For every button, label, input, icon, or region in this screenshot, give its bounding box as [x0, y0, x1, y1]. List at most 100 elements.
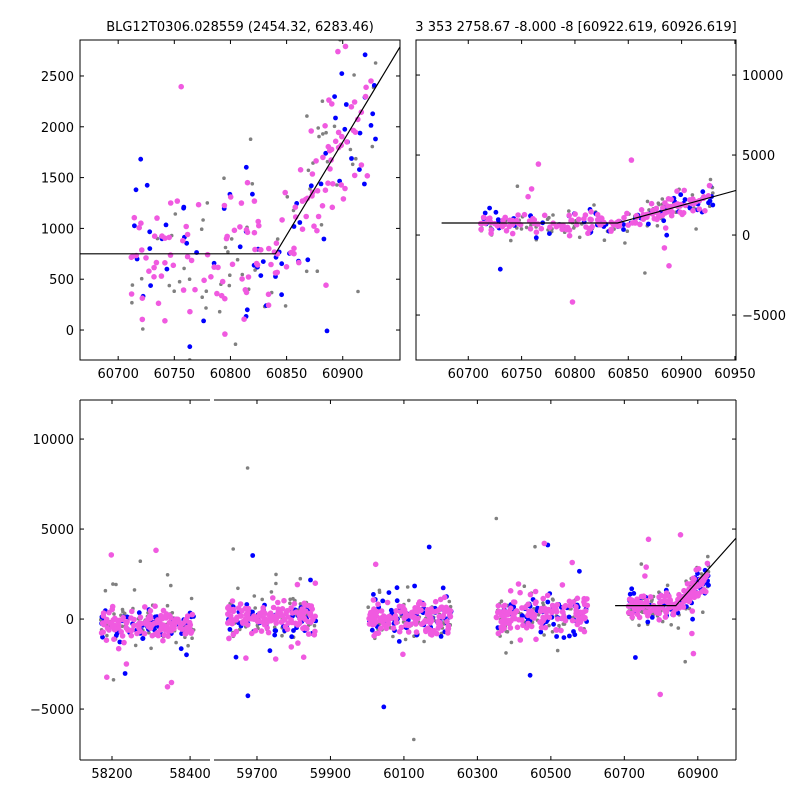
point-blue: [244, 307, 250, 313]
point-pink: [582, 608, 589, 614]
point-pink: [547, 224, 553, 230]
point-pink: [163, 611, 170, 617]
point-blue: [551, 621, 556, 627]
point-pink: [368, 615, 374, 622]
point-pink: [162, 318, 168, 324]
point-pink: [584, 602, 591, 609]
point-grey: [189, 596, 194, 601]
point-pink: [131, 214, 138, 221]
point-grey: [657, 202, 661, 207]
point-pink: [559, 609, 566, 615]
point-blue: [357, 130, 363, 136]
point-pink: [160, 637, 166, 644]
point-pink: [311, 223, 317, 229]
point-pink: [111, 636, 117, 642]
point-grey: [200, 295, 204, 300]
point-pink: [295, 640, 301, 646]
point-pink: [364, 173, 371, 179]
point-pink: [573, 603, 579, 610]
point-blue: [561, 635, 567, 640]
point-pink: [288, 605, 295, 611]
point-pink: [299, 226, 306, 232]
point-pink: [146, 268, 152, 275]
point-pink: [628, 157, 635, 163]
point-pink: [677, 532, 684, 538]
panel-bottom: 58200 58400 −5000 0 5000 10000 59700 59900 60100…: [30, 399, 737, 782]
point-grey: [283, 304, 288, 308]
point-pink: [362, 93, 369, 100]
point-pink: [139, 247, 145, 253]
point-pink: [366, 621, 373, 627]
point-pink: [131, 616, 137, 623]
point-blue: [297, 220, 303, 225]
point-pink: [291, 245, 297, 252]
point-pink: [242, 287, 249, 293]
x-tick-label: 60100: [383, 767, 424, 782]
point-pink: [243, 655, 249, 661]
panel-top-right: 60700 60750 60800 60850 60900 60950 −5000 0 5000…: [415, 39, 786, 382]
point-pink: [268, 261, 274, 268]
point-pink: [416, 599, 423, 605]
point-blue: [258, 273, 264, 278]
point-pink: [696, 582, 702, 589]
point-grey: [524, 225, 529, 230]
point-pink: [368, 78, 374, 84]
point-pink: [677, 209, 683, 215]
point-pink: [569, 617, 576, 624]
point-grey: [121, 609, 125, 614]
point-pink: [381, 622, 388, 628]
point-grey: [312, 623, 317, 628]
point-pink: [507, 625, 514, 631]
point-pink: [322, 187, 329, 193]
point-pink: [704, 560, 711, 567]
point-pink: [544, 613, 550, 620]
point-pink: [165, 633, 171, 639]
point-pink: [165, 628, 172, 635]
point-blue: [245, 693, 251, 699]
point-blue: [163, 222, 169, 228]
x-tick-label: 59900: [310, 767, 351, 782]
point-pink: [115, 622, 122, 628]
point-pink: [520, 622, 526, 629]
point-grey: [683, 659, 687, 664]
point-pink: [323, 282, 329, 289]
point-pink: [182, 630, 188, 637]
point-pink: [588, 216, 594, 223]
point-pink: [424, 618, 430, 624]
point-grey: [625, 229, 630, 233]
point-grey: [274, 581, 278, 586]
point-blue: [621, 227, 626, 232]
fit-line: [441, 189, 736, 224]
point-grey: [260, 597, 265, 602]
point-grey: [245, 466, 250, 470]
point-pink: [335, 48, 341, 55]
fit-line: [80, 45, 400, 255]
point-pink: [297, 167, 304, 173]
point-pink: [162, 260, 168, 266]
point-grey: [533, 544, 537, 549]
point-blue: [362, 52, 368, 58]
points-bottom: [225, 466, 736, 742]
point-pink: [631, 605, 638, 612]
point-pink: [244, 229, 251, 236]
point-pink: [664, 606, 670, 613]
point-pink: [437, 596, 444, 603]
point-pink: [273, 240, 280, 246]
point-pink: [400, 604, 406, 611]
point-blue: [547, 231, 552, 237]
point-grey: [639, 562, 644, 566]
point-pink: [405, 629, 412, 635]
point-pink: [702, 208, 708, 214]
point-grey: [366, 605, 371, 609]
point-pink: [281, 597, 287, 604]
point-grey: [199, 227, 204, 231]
point-grey: [235, 257, 240, 262]
point-blue: [369, 627, 375, 633]
point-pink: [638, 207, 645, 213]
point-pink: [123, 625, 130, 631]
point-pink: [581, 216, 587, 222]
point-pink: [501, 603, 507, 610]
point-pink: [377, 625, 384, 632]
point-pink: [498, 612, 505, 619]
point-pink: [537, 608, 544, 614]
